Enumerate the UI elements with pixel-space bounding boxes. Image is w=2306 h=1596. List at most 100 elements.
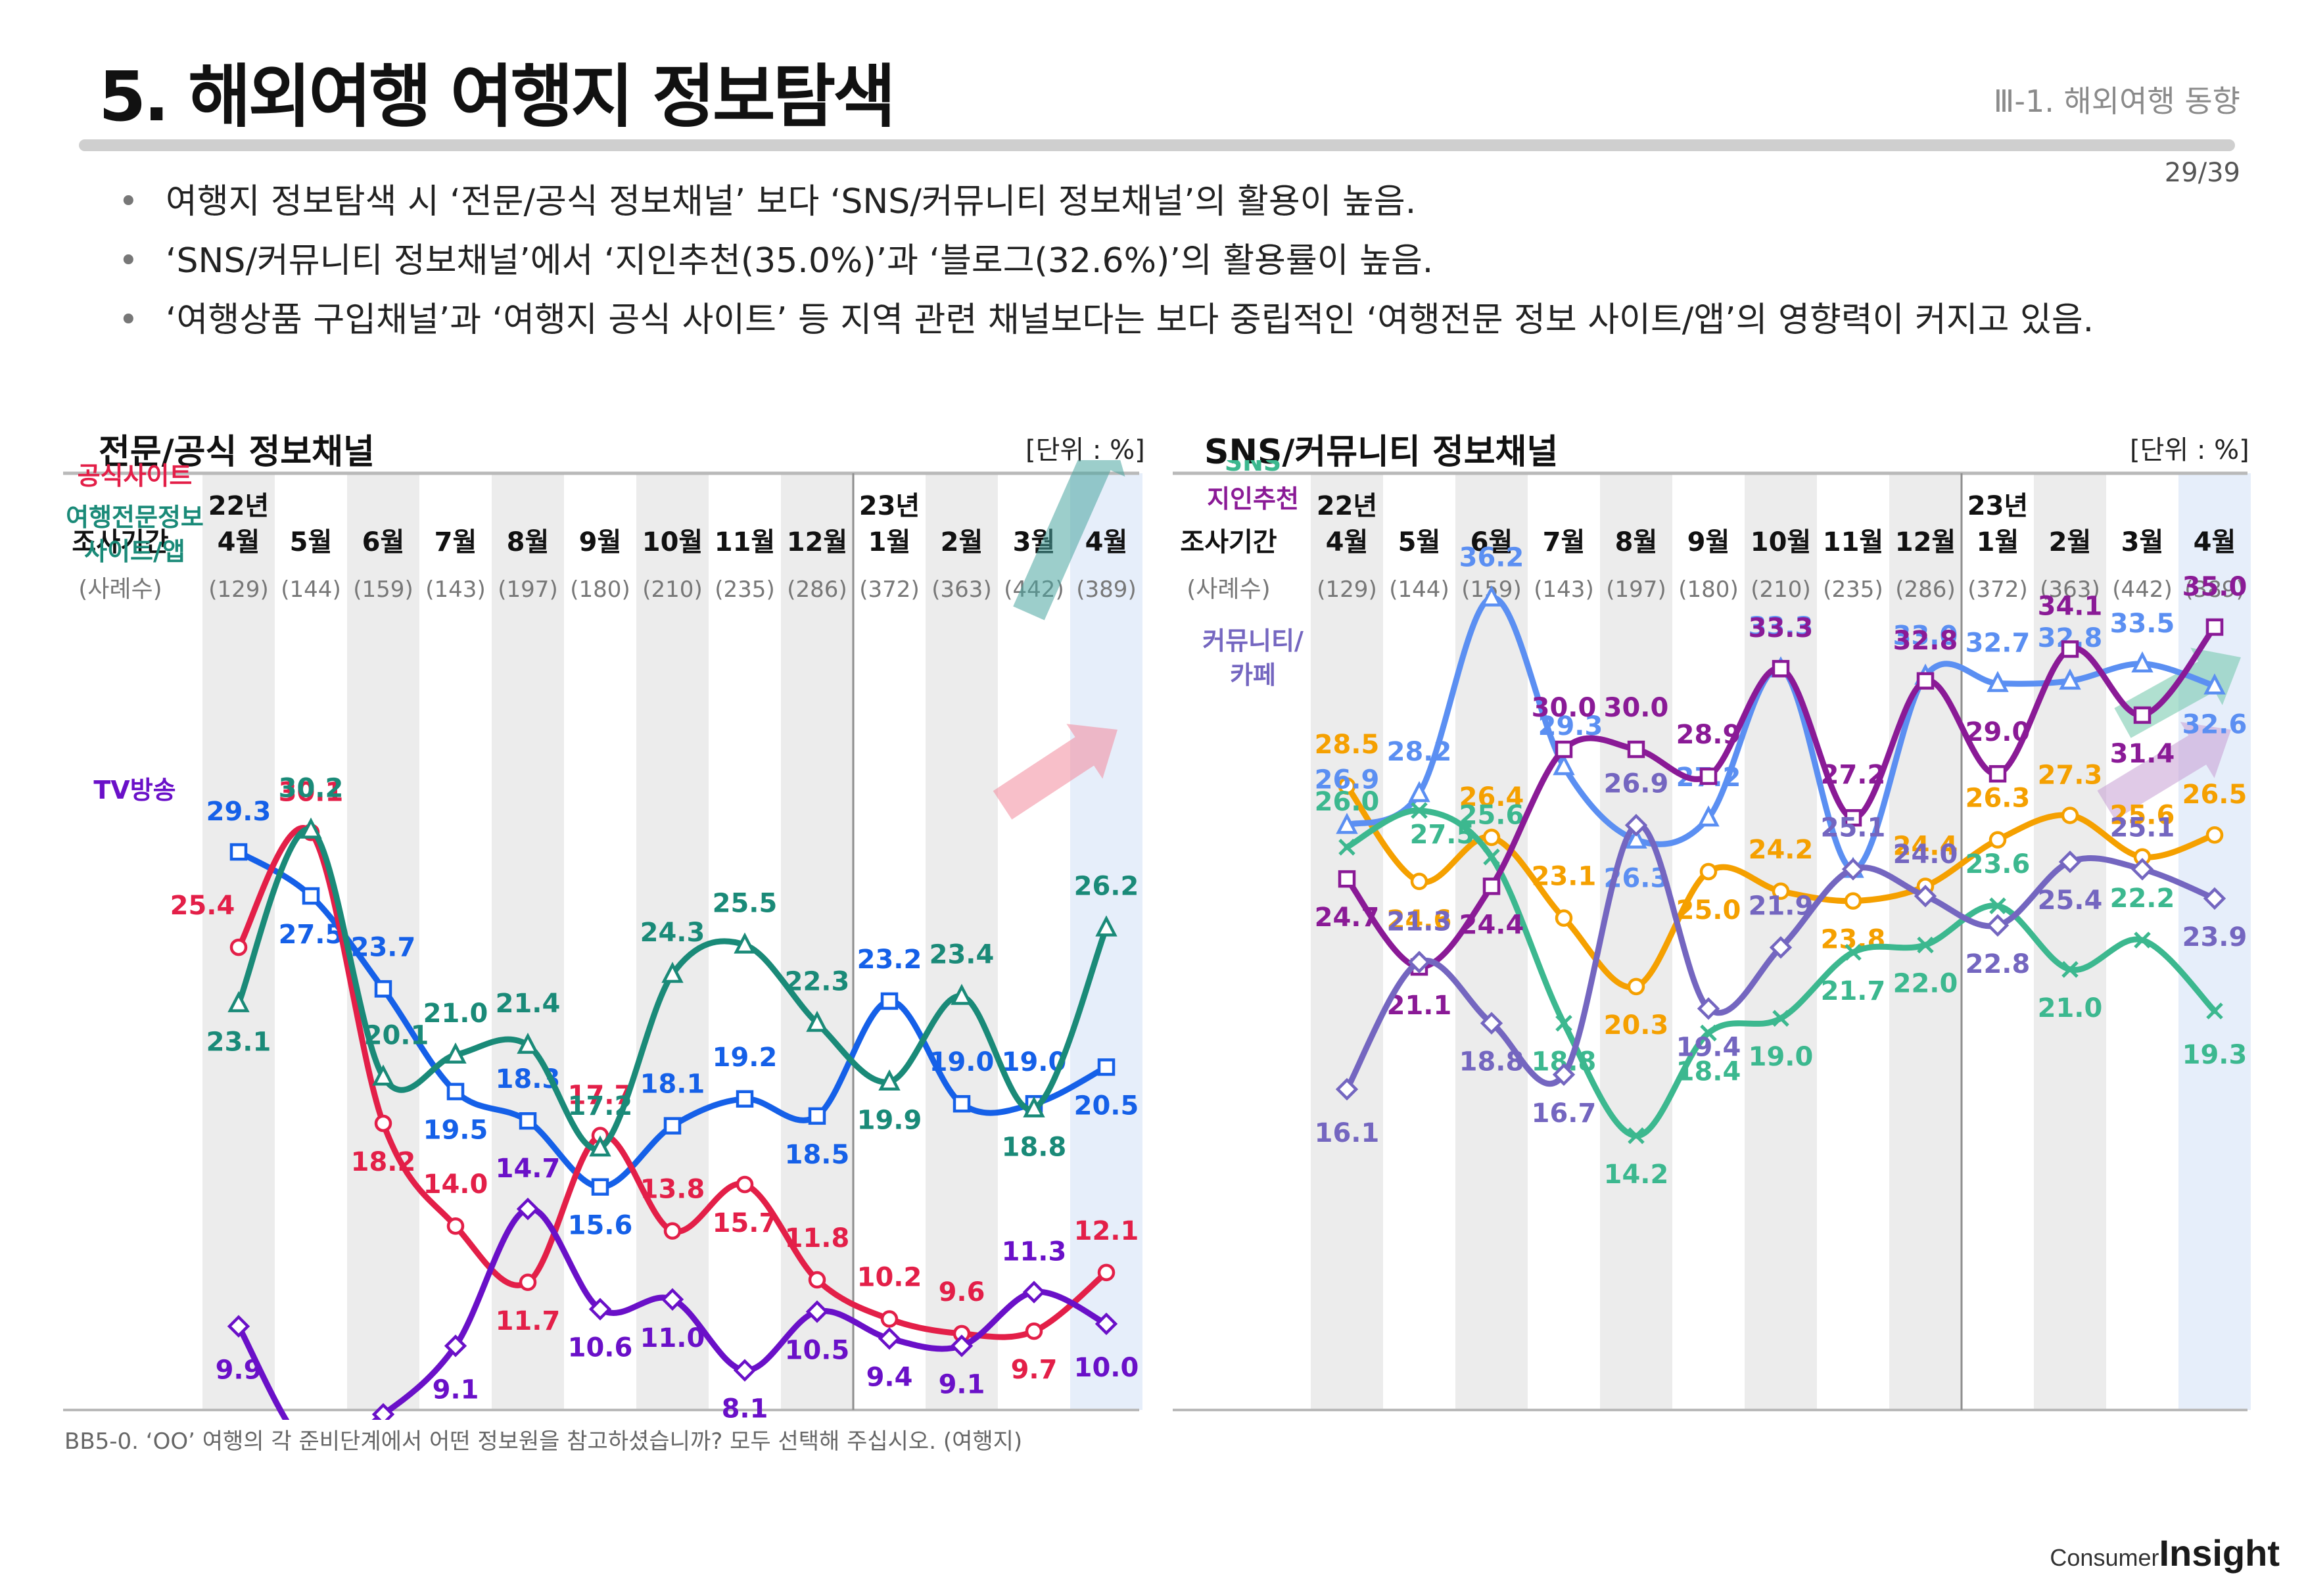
data-point	[1917, 936, 1934, 954]
data-label: 9.6	[939, 1277, 985, 1307]
data-label: 17.2	[568, 1091, 633, 1121]
data-label: 9.4	[866, 1362, 913, 1392]
data-label: 19.9	[857, 1106, 922, 1136]
data-point	[1338, 839, 1355, 856]
data-point	[2061, 807, 2079, 824]
data-label: 10.6	[568, 1333, 633, 1363]
legend-label: 사이트/앱	[84, 537, 185, 566]
data-point	[519, 1273, 537, 1292]
data-point	[1841, 858, 1865, 881]
row-label: 조사기간	[1180, 527, 1277, 557]
data-label: 9.9	[216, 1355, 262, 1386]
month-tick-label: 1월	[868, 527, 911, 557]
data-point	[661, 1288, 684, 1311]
data-point	[588, 1298, 612, 1321]
data-point	[374, 980, 392, 998]
data-point	[1338, 777, 1356, 795]
data-point	[2061, 961, 2079, 978]
data-label: 20.3	[1604, 1010, 1669, 1041]
bullet-dot-icon: •	[118, 300, 139, 340]
data-label: 25.4	[170, 891, 235, 921]
right-line-chart: 조사기간 (사례수) 22년 23년 4월 5월 6월 7월 8월 9월 10월 11월 12월 1월 2월…	[1173, 460, 2251, 1411]
data-label: 32.8	[1893, 626, 1958, 656]
sample-size-tick: (180)	[1678, 576, 1738, 603]
series-line	[235, 826, 1110, 1152]
data-label: 8.1	[722, 1394, 768, 1420]
data-label: 18.8	[1459, 1047, 1524, 1077]
data-point	[229, 843, 248, 861]
sample-size-tick: (143)	[425, 576, 485, 603]
legend-label: 커뮤니티/	[1202, 626, 1304, 655]
bullet-dot-icon: •	[118, 241, 139, 281]
data-label: 26.4	[1459, 782, 1524, 812]
data-point	[2131, 651, 2153, 673]
data-point	[444, 1334, 467, 1357]
data-point	[302, 887, 320, 905]
data-point	[1552, 1063, 1576, 1086]
data-point	[733, 1359, 757, 1382]
data-point	[2205, 618, 2224, 636]
data-point	[2203, 673, 2226, 695]
data-point	[516, 1197, 540, 1221]
data-label: 24.0	[1893, 839, 1958, 870]
data-point	[1627, 740, 1645, 759]
legend-label: TV방송	[93, 776, 176, 805]
data-label: 10.2	[857, 1263, 922, 1293]
data-label: 23.1	[1532, 862, 1597, 892]
month-tick-label: 7월	[1543, 527, 1586, 557]
data-label: 24.7	[1315, 903, 1380, 933]
page-number: 29/39	[2164, 158, 2240, 188]
data-point	[2134, 931, 2151, 949]
data-point	[736, 1175, 754, 1194]
data-point	[806, 1010, 828, 1032]
right-chart-unit: [단위 : %]	[2130, 435, 2249, 465]
data-label: 14.2	[1604, 1160, 1669, 1190]
data-point	[736, 1090, 754, 1108]
data-label: 36.2	[1459, 542, 1524, 573]
month-tick-label: 5월	[290, 527, 333, 557]
sample-size-tick: (144)	[1389, 576, 1449, 603]
data-label: 18.2	[351, 1147, 416, 1177]
data-label: 19.0	[1749, 1042, 1814, 1072]
data-point	[1407, 951, 1431, 974]
data-label: 21.9	[1749, 891, 1814, 921]
trend-arrow-icon	[993, 724, 1118, 820]
data-label: 12.1	[1074, 1216, 1139, 1246]
data-point	[1628, 1127, 1645, 1144]
sample-size-tick: (144)	[281, 576, 341, 603]
data-label: 16.7	[1532, 1098, 1597, 1129]
data-label: 35.0	[2182, 572, 2247, 602]
data-label: 25.1	[1821, 812, 1886, 843]
data-label: 9.1	[939, 1369, 985, 1399]
sample-size-tick: (235)	[1823, 576, 1883, 603]
data-point	[2203, 887, 2226, 910]
data-point	[2130, 858, 2154, 881]
column-stripe	[1600, 473, 1672, 1410]
data-label: 33.0	[1893, 621, 1958, 651]
series-3: 26.027.525.618.814.218.4 19.021.7 22.023.6…	[1315, 787, 2247, 1190]
data-label: 22.3	[785, 966, 850, 997]
month-tick-label: 9월	[579, 527, 622, 557]
data-label: 22.0	[1893, 969, 1958, 999]
month-tick-label: 4월	[2194, 527, 2236, 557]
data-point	[663, 1117, 682, 1135]
data-point	[808, 1107, 826, 1125]
data-label: 25.6	[1459, 801, 1524, 831]
data-label: 11.8	[785, 1223, 850, 1254]
sample-size-tick: (372)	[1967, 576, 2027, 603]
data-label: 26.5	[2182, 780, 2247, 810]
data-point	[950, 1334, 974, 1357]
data-point	[300, 817, 322, 839]
data-point	[1916, 672, 1935, 690]
data-point	[1914, 885, 1937, 908]
data-point	[808, 1271, 826, 1289]
data-point	[2205, 826, 2224, 844]
data-point	[1097, 1263, 1116, 1282]
data-point	[1025, 1322, 1043, 1340]
legend-label: SNS	[1225, 460, 1282, 477]
bullet-item: • ‘여행상품 구입채널’과 ‘여행지 공식 사이트’ 등 지역 관련 채널보다는…	[118, 291, 2094, 350]
month-tick-label: 5월	[1398, 527, 1441, 557]
data-point	[1410, 872, 1428, 891]
column-stripe	[347, 473, 419, 1410]
month-tick-label: 2월	[2049, 527, 2092, 557]
